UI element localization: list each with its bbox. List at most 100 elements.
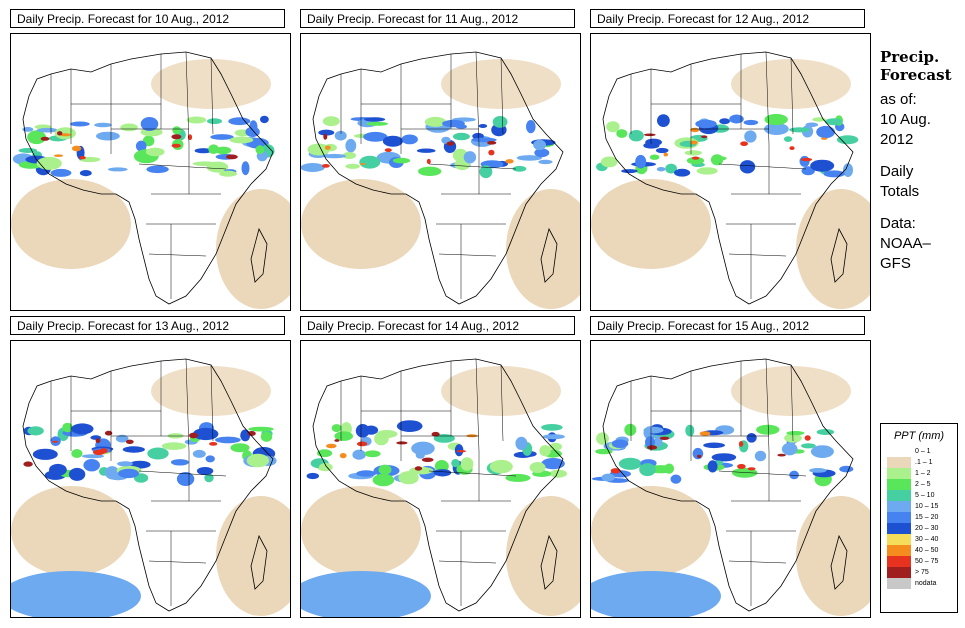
heavy-rain-cell (60, 133, 71, 137)
heavy-rain-cell (456, 450, 466, 453)
rain-cell (322, 116, 340, 127)
precip-map (300, 340, 581, 618)
heavy-rain-cell (643, 133, 656, 137)
legend-label: 2 – 5 (915, 481, 931, 488)
rain-cell (442, 119, 465, 128)
heavy-rain-cell (446, 141, 455, 146)
country-border (438, 560, 497, 564)
rain-cell (685, 424, 695, 437)
rain-cell (207, 118, 222, 125)
legend-item: 10 – 15 (881, 501, 957, 512)
source-line-2: GFS (880, 255, 911, 272)
heavy-rain-cell (23, 461, 33, 467)
rain-cell (322, 153, 347, 159)
legend-item: 50 – 75 (881, 556, 957, 567)
africa-coastline (602, 51, 854, 305)
country-border (428, 163, 517, 170)
legend-item: .1 – 1 (881, 457, 957, 468)
rain-cell (549, 442, 562, 451)
heavy-rain-cell (384, 148, 392, 152)
rain-cell (334, 130, 347, 141)
rain-cell (186, 116, 207, 124)
heavy-rain-cell (690, 140, 698, 145)
rain-cell (416, 148, 436, 153)
dry-patch (441, 366, 561, 416)
heavy-rain-cell (356, 441, 368, 447)
rain-cell (54, 127, 76, 140)
ocean-drizzle-patch (591, 486, 711, 576)
rain-cell (533, 139, 546, 151)
ocean-drizzle-patch (796, 189, 870, 309)
ocean-drizzle-patch (591, 179, 711, 269)
rain-cell (331, 424, 342, 433)
date-line-1: 10 Aug. (880, 111, 931, 128)
heavy-rain-cell (171, 134, 182, 140)
legend-swatch (887, 501, 911, 512)
ocean-drizzle-patch (506, 189, 580, 309)
rain-cell (396, 420, 423, 432)
legend-swatch (887, 446, 911, 457)
country-border (500, 364, 504, 442)
legend-label: 1 – 2 (915, 470, 931, 477)
rain-cell (670, 474, 682, 484)
heavy-rain-cell (95, 438, 101, 444)
heavy-rain-cell (659, 436, 670, 440)
ocean-drizzle-patch (796, 496, 870, 616)
south-atlantic-rain (591, 571, 721, 617)
rain-cell (193, 427, 219, 441)
rain-cell (62, 422, 73, 433)
precip-map (10, 340, 291, 618)
rain-cell (711, 453, 737, 462)
legend-swatch (887, 479, 911, 490)
rain-cell (538, 159, 553, 165)
rain-cell (643, 426, 664, 434)
legend-item: nodata (881, 578, 957, 589)
heavy-rain-cell (209, 442, 218, 446)
rain-cell (301, 163, 325, 172)
legend-swatch (887, 556, 911, 567)
rain-cell (684, 150, 702, 156)
heavy-rain-cell (414, 466, 423, 471)
rain-cell (260, 115, 269, 124)
legend-item: > 75 (881, 567, 957, 578)
rain-cell (516, 155, 543, 161)
rain-cell (27, 426, 44, 436)
legend-label: 15 – 20 (915, 514, 939, 521)
rain-cell (194, 148, 213, 154)
rain-cell (418, 166, 442, 176)
rain-cell (82, 454, 104, 459)
africa-precip-map (591, 358, 870, 617)
rain-cell (115, 434, 129, 443)
rain-cell (810, 159, 835, 172)
rain-cell (79, 170, 92, 177)
country-border (718, 470, 807, 477)
rain-cell (812, 117, 827, 122)
dry-patch (151, 59, 271, 109)
rain-cell (378, 464, 392, 475)
rain-cell (809, 468, 827, 473)
rain-cell (433, 469, 452, 477)
forecast-panel-1: Daily Precip. Forecast for 10 Aug., 2012 (10, 9, 291, 311)
madagascar-outline (250, 227, 268, 283)
rain-cell (318, 463, 333, 472)
country-border (438, 253, 497, 257)
rain-cell (695, 119, 717, 129)
precip-map (590, 33, 871, 311)
africa-coastline (312, 358, 564, 612)
forecast-panel-5: Daily Precip. Forecast for 14 Aug., 2012 (300, 316, 581, 618)
rain-cell (756, 424, 780, 435)
heavy-rain-cell (426, 158, 431, 165)
rain-cell (801, 166, 815, 176)
precip-map (590, 340, 871, 618)
rain-cell (655, 147, 669, 154)
country-border (428, 470, 517, 477)
asof-label: as of: (880, 91, 917, 108)
rain-cell (401, 134, 418, 145)
legend-swatch (887, 534, 911, 545)
rain-cell (816, 125, 835, 139)
ocean-drizzle-patch (11, 179, 131, 269)
heavy-rain-cell (247, 431, 256, 436)
rain-cell (352, 449, 366, 460)
rain-cell (600, 156, 618, 168)
country-border (500, 57, 504, 135)
